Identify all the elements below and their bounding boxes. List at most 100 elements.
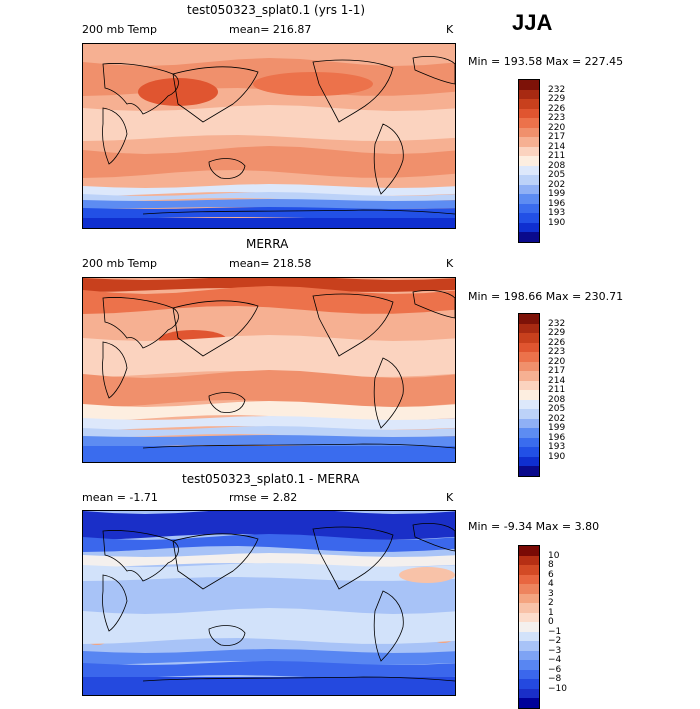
panel-2-colorbar-tick-label: 220 [548,356,566,367]
panel-3-colorbar-tick-label: 0 [548,617,554,627]
panel-3-colorbar-tick-label: −3 [548,645,562,656]
panel-1-colorbar-tick-label: 205 [548,170,566,180]
panel-3-colorbar-swatch [519,688,539,698]
panel-1-colorbar-swatch [519,203,539,213]
panel-3-colorbar-swatch [519,574,539,584]
field-maximum-asia [138,78,218,106]
panel-1-colorbar-tick-label: 229 [548,94,566,104]
panel-2-colorbar-tick-label: 211 [548,385,566,395]
eurasia-west-outline [102,530,179,582]
africa-outline [102,341,128,399]
north-america-outline [312,526,394,590]
field-band-sh-neg-2 [83,661,455,679]
panel-3-colorbar-swatch [519,679,539,689]
africa-outline [102,107,128,165]
panel-1-colorbar-swatch [519,175,539,185]
field-band-sh-cooler [83,192,455,202]
panel-1-units: K [446,23,454,36]
panel-3-minmax: Min = -9.34 Max = 3.80 [468,520,600,533]
field-band-polar-2 [83,446,455,462]
panel-3-colorbar: 10 8 6 4 3 2 1 0 −1 −2 −3 −4 −6 −8 −10 [518,545,567,709]
panel-3-units: K [446,491,454,504]
panel-2-colorbar-swatch [519,333,539,343]
field-band-sh-warm [83,370,455,408]
panel-2-colorbar-swatch [519,390,539,400]
panel-2-contour-field [83,278,455,462]
panel-1-colorbar-swatch [519,213,539,223]
antarctica-outline [142,443,455,449]
panel-1-colorbar-tick-label: 190 [548,217,566,228]
field-warm-pacific [253,72,373,96]
panel-2-colorbar-swatch [519,447,539,457]
panel-1-colorbar-swatch [519,156,539,166]
field-band-sh-cooler [83,426,455,438]
panel-1-colorbar-swatch [519,99,539,109]
panel-2-colorbar-swatch [519,399,539,409]
field-band-polar-neg [83,677,455,695]
asia-east-outline [172,66,259,123]
panel-2-colorbar-swatch [519,428,539,438]
south-america-outline [373,590,404,662]
panel-1-colorbar-swatch [519,165,539,175]
panel-3-colorbar-swatch [519,641,539,651]
season-label: JJA [512,10,553,35]
panel-2-colorbar-swatch [519,437,539,447]
panel-2-colorbar-swatch [519,380,539,390]
panel-3-colorbar-swatch [519,555,539,565]
panel-1-colorbar-tick-label: 217 [548,132,566,142]
panel-3-colorbar-tick-label: −6 [548,664,562,675]
panel-1-mean-label: mean= 216.87 [229,23,312,36]
panel-3-colorbar-tick-label: 2 [548,598,554,608]
panel-2-colorbar-swatch [519,323,539,333]
panel-2-colorbar-tick-label: 226 [548,337,566,348]
panel-2-minmax: Min = 198.66 Max = 230.71 [468,290,624,303]
panel-1-colorbar-swatch [519,118,539,128]
panel-2-colorbar-tick-label: 205 [548,404,566,414]
panel-2-title: MERRA [246,237,289,251]
panel-1-colorbar-tick-label: 232 [548,84,566,95]
panel-3-rmse-label: rmse = 2.82 [229,491,298,504]
panel-3-colorbar-tick-label: 4 [548,579,554,589]
field-band-sh-slight-neg [83,608,455,644]
field-band-sh-cool [83,416,455,430]
panel-3-colorbar-swatch [519,603,539,613]
panel-2-variable-label: 200 mb Temp [82,257,158,270]
panel-1-variable-label: 200 mb Temp [82,23,158,36]
panel-2-colorbar-swatch [519,361,539,371]
panel-2-colorbar-tick-label: 202 [548,413,566,424]
panel-1-colorbar-swatch [519,184,539,194]
panel-1-colorbar-swatch [519,127,539,137]
panel-3-contour-field [83,511,455,695]
panel-3-colorbar-tick-label: −4 [548,655,562,665]
panel-1-colorbar-tick-label: 193 [548,208,566,218]
panel-1-minmax: Min = 193.58 Max = 227.45 [468,55,624,68]
greenland-outline [412,56,455,85]
field-positive-atlantic [399,567,455,583]
panel-3-colorbar-tick-label: 1 [548,607,554,618]
eurasia-west-outline [102,297,179,349]
panel-1-colorbar-swatch [519,222,539,232]
panel-1-colorbar-tick-label: 214 [548,141,566,152]
panel-3-title: test050323_splat0.1 - MERRA [182,472,360,486]
field-band-sh-mid [83,401,455,421]
panel-2-colorbar-tick-label: 229 [548,328,566,338]
australia-outline [208,625,246,646]
panel-2-colorbar-swatch [519,371,539,381]
panel-1-colorbar-tick-label: 211 [548,151,566,161]
panel-3-colorbar-tick-label: −2 [548,636,562,646]
panel-2-colorbar-swatch [519,314,539,324]
panel-3-colorbar-swatch [519,660,539,670]
panel-2-colorbar-swatch [519,352,539,362]
field-band-arctic-neg [83,511,455,540]
australia-outline [208,392,246,413]
panel-2-colorbar-swatch [519,409,539,419]
panel-3-colorbar-tick-label: 3 [548,588,554,599]
panel-1-colorbar-tick-label: 196 [548,198,566,209]
panel-1-colorbar-swatch [519,146,539,156]
panel-1-colorbar-tick-label: 226 [548,103,566,114]
panel-2-colorbar-tick-label: 214 [548,375,566,386]
panel-3-colorbar-swatch [519,669,539,679]
panel-3-colorbar-swatch [519,622,539,632]
field-band-sh-neg [83,649,455,665]
field-band-nh-slight-neg [83,563,455,581]
